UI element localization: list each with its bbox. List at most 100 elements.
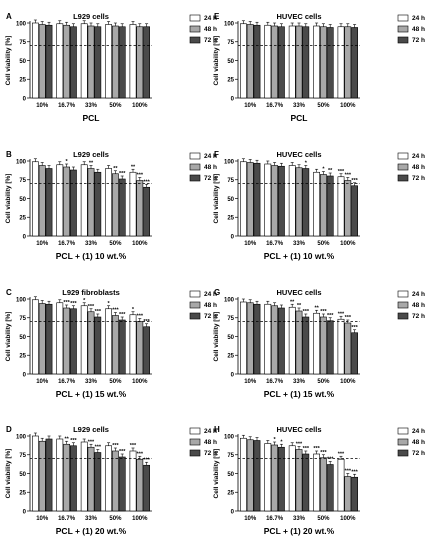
significance-label: *** <box>345 469 352 475</box>
significance-label: ** <box>290 299 295 305</box>
bar <box>118 319 126 375</box>
bar <box>118 178 126 237</box>
bar <box>129 314 137 375</box>
y-tick-label: 0 <box>23 234 27 240</box>
bar <box>136 321 144 375</box>
x-tick-label: 33% <box>293 103 306 109</box>
bar <box>326 464 334 512</box>
panel-title: L929 cells <box>73 425 109 434</box>
x-axis-title: PCL + (1) 15 wt.% <box>264 389 335 399</box>
y-tick-label: 75 <box>19 316 26 322</box>
significance-label: *** <box>119 171 126 177</box>
bar <box>253 440 261 512</box>
bar <box>38 165 46 237</box>
panel-title: L929 fibroblasts <box>62 288 120 297</box>
panel-letter: E <box>214 12 220 21</box>
bar <box>326 175 334 237</box>
y-tick-label: 75 <box>19 178 26 184</box>
bar <box>105 445 112 512</box>
bar <box>94 316 102 375</box>
bar <box>253 162 261 237</box>
x-tick-label: 33% <box>85 516 98 522</box>
bar <box>94 452 102 512</box>
bar <box>45 24 53 99</box>
bar <box>277 446 285 512</box>
bar <box>277 307 285 375</box>
bar <box>80 23 88 99</box>
bar <box>112 173 119 237</box>
x-tick-label: 16.7% <box>266 241 284 247</box>
x-tick-label: 10% <box>36 241 49 247</box>
x-tick-label: 50% <box>109 241 122 247</box>
legend-swatch <box>189 36 201 44</box>
y-tick-label: 0 <box>231 96 235 102</box>
legend-swatch <box>397 36 409 44</box>
x-tick-label: 16.7% <box>266 103 284 109</box>
significance-label: ** <box>297 303 302 309</box>
legend-swatch <box>397 163 409 171</box>
x-tick-label: 33% <box>293 516 306 522</box>
bar <box>240 161 247 237</box>
legend-label: 48 h <box>204 302 217 309</box>
bar <box>264 303 272 375</box>
y-tick-label: 0 <box>23 509 27 515</box>
panel-a: A L929 cells Cell viability [%] 0 25 50 75 100 1… <box>5 12 217 123</box>
significance-label: ** <box>328 168 333 174</box>
x-tick-label: 16.7% <box>266 516 284 522</box>
y-tick-label: 75 <box>227 40 234 46</box>
bar <box>56 302 64 375</box>
bar <box>105 24 112 99</box>
bar <box>56 23 64 99</box>
significance-label: *** <box>313 446 320 452</box>
bar <box>264 443 272 512</box>
y-axis-title: Cell viability [%] <box>213 312 220 362</box>
legend-swatch <box>397 438 409 446</box>
y-tick-label: 0 <box>23 96 27 102</box>
significance-label: *** <box>143 457 150 463</box>
bar <box>344 322 352 375</box>
legend-label: 72 h <box>204 175 217 182</box>
legend-label: 24 h <box>412 428 425 435</box>
y-tick-label: 25 <box>19 354 26 360</box>
bar <box>136 458 144 512</box>
y-tick-label: 100 <box>16 297 27 303</box>
bar <box>87 446 95 512</box>
bar <box>302 453 310 512</box>
y-tick-label: 75 <box>227 316 234 322</box>
bar <box>31 161 39 237</box>
bar <box>302 316 310 375</box>
panel-g: G HUVEC cells Cell viability [%] 0 25 50 75 100… <box>213 288 425 399</box>
legend-swatch <box>189 438 201 446</box>
bar <box>319 26 327 99</box>
bar <box>118 26 126 99</box>
y-tick-label: 100 <box>16 434 27 440</box>
significance-label: *** <box>137 173 144 179</box>
bar <box>80 441 88 512</box>
bar <box>118 456 126 512</box>
bar <box>38 440 46 512</box>
bar <box>143 326 150 375</box>
legend-swatch <box>189 427 201 435</box>
legend-label: 48 h <box>412 26 425 33</box>
bar <box>94 26 102 99</box>
panel-title: L929 cells <box>73 12 109 21</box>
bar <box>326 320 334 375</box>
bar <box>351 27 358 99</box>
bar <box>136 26 144 99</box>
bar <box>45 168 53 237</box>
significance-label: *** <box>338 451 345 457</box>
bar <box>295 167 303 237</box>
bar <box>351 185 358 237</box>
legend-swatch <box>189 290 201 298</box>
bar <box>56 164 64 237</box>
bar <box>80 305 88 375</box>
bar <box>253 24 261 99</box>
significance-label: *** <box>88 304 95 310</box>
y-axis-title: Cell viability [%] <box>5 312 12 362</box>
bar <box>246 162 254 237</box>
x-tick-label: 50% <box>109 516 122 522</box>
y-axis-title: Cell viability [%] <box>5 36 12 86</box>
x-tick-label: 100% <box>340 241 356 247</box>
panel-b: B L929 cells Cell viability [%] 0 25 50 75 100 1… <box>5 150 217 261</box>
